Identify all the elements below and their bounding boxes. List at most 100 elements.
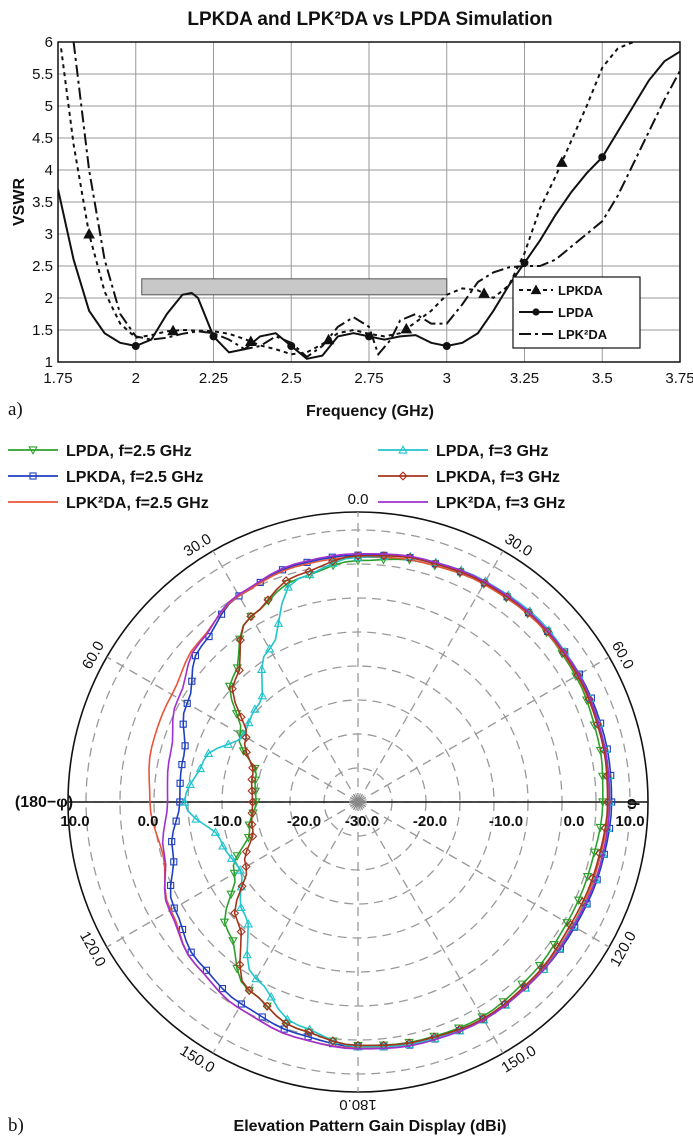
polar-legend: LPDA, f=2.5 GHz LPKDA, f=2.5 GHz LPK²DA, f… (8, 443, 565, 512)
vswr-marker-lpkda (478, 287, 490, 298)
polar-marker-lpda-f-2-5-ghz (231, 710, 242, 719)
polar-marker-lpkda-f-3-ghz (542, 626, 552, 637)
polar-marker-lpkda-f-2-5-ghz (188, 677, 196, 685)
polar-marker-lpkda-f-3-ghz (248, 763, 258, 773)
polar-marker-lpda-f-3-ghz (250, 704, 260, 713)
vswr-y-tick-label: 4.5 (32, 130, 53, 147)
vswr-legend-label-lpda: LPDA (558, 305, 594, 320)
polar-radial-tick-left: -20.0 (287, 813, 321, 830)
polar-legend-label-lpda-f-2-5-ghz: LPDA, f=2.5 GHz (66, 443, 192, 460)
polar-grid-spoke (357, 550, 504, 803)
polar-marker-lpkda-f-3-ghz (559, 648, 569, 658)
polar-angle-label: 60.0 (608, 638, 637, 672)
polar-angle-label: 150.0 (177, 1042, 218, 1076)
polar-marker-lpda-f-3-ghz (244, 717, 254, 727)
vswr-y-tick-label: 6 (45, 34, 53, 51)
polar-marker-lpda-f-2-5-ghz (251, 798, 261, 807)
polar-marker-lpkda-f-3-ghz (241, 847, 251, 857)
polar-grid-spoke (212, 801, 359, 1054)
vswr-y-ticks: 1 1.5 2 2.5 3 3.5 4 4.5 5 5.5 6 (32, 34, 53, 371)
vswr-series-group (58, 42, 680, 360)
vswr-legend-marker-lpda (532, 308, 540, 316)
polar-marker-lpkda-f-3-ghz (602, 771, 612, 781)
polar-marker-lpkda-f-2-5-ghz (191, 652, 200, 660)
polar-marker-lpkda-f-3-ghz (234, 665, 244, 675)
polar-marker-lpda-f-3-ghz (185, 779, 195, 788)
vswr-y-tick-label: 2 (45, 290, 53, 307)
polar-marker-lpda-f-3-ghz (243, 918, 253, 928)
vswr-spec-region (141, 278, 448, 296)
polar-legend-marker-lpkda-f-2-5-ghz (29, 472, 37, 480)
polar-marker-lpda-f-3-ghz (257, 690, 268, 700)
polar-angle-label: 60.0 (79, 638, 108, 672)
vswr-y-tick-label: 5 (45, 98, 53, 115)
polar-series-lpk2da-f-3-ghz (161, 553, 611, 1050)
polar-chart-title: Elevation Pattern Gain Display (dBi) (234, 1118, 507, 1135)
polar-legend-label-lpk2da-f-2-5-ghz: LPK²DA, f=2.5 GHz (66, 495, 209, 512)
vswr-y-tick-label: 3.5 (32, 194, 53, 211)
panel-a-label: a) (8, 399, 23, 420)
polar-marker-lpda-f-3-ghz (591, 874, 601, 883)
polar-legend-marker-lpda-f-3-ghz (398, 445, 408, 454)
polar-marker-lpda-f-3-ghz (203, 748, 214, 758)
polar-legend-label-lpda-f-3-ghz: LPDA, f=3 GHz (436, 443, 548, 460)
vswr-y-tick-label: 2.5 (32, 258, 53, 275)
polar-marker-lpda-f-2-5-ghz (229, 869, 240, 879)
vswr-x-tick-label: 2.5 (281, 370, 302, 387)
polar-radial-tick-right: 0.0 (564, 813, 585, 830)
polar-marker-lpkda-f-2-5-ghz (178, 925, 187, 934)
polar-marker-lpkda-f-3-ghz (236, 927, 246, 937)
polar-marker-lpkda-f-3-ghz (237, 881, 247, 891)
polar-marker-lpkda-f-3-ghz (236, 712, 246, 722)
polar-angle-label: 0.0 (348, 491, 369, 508)
polar-legend-label-lpk2da-f-3-ghz: LPK²DA, f=3 GHz (436, 495, 565, 512)
polar-marker-lpkda-f-3-ghz (247, 774, 257, 785)
polar-marker-lpkda-f-2-5-ghz (237, 1000, 245, 1008)
vswr-series-lpk2da (72, 42, 680, 359)
vswr-x-axis-label: Frequency (GHz) (306, 403, 434, 420)
vswr-x-tick-label: 1.75 (43, 370, 72, 387)
polar-marker-lpda-f-2-5-ghz (228, 937, 238, 946)
vswr-legend-marker-lpkda (530, 284, 542, 295)
polar-series-group (148, 551, 616, 1051)
vswr-marker-lpda (131, 342, 140, 350)
polar-marker-lpkda-f-3-ghz (578, 897, 588, 907)
vswr-x-tick-label: 2.25 (199, 370, 228, 387)
polar-marker-lpda-f-3-ghz (283, 582, 293, 591)
polar-marker-lpkda-f-3-ghz (235, 960, 245, 970)
polar-marker-lpda-f-3-ghz (223, 739, 234, 748)
polar-marker-lpkda-f-3-ghz (500, 999, 510, 1009)
polar-marker-lpda-f-3-ghz (235, 865, 245, 874)
vswr-legend-label-lpk2da: LPK²DA (558, 327, 608, 342)
polar-marker-lpkda-f-2-5-ghz (172, 817, 180, 825)
polar-angle-label: 30.0 (501, 530, 535, 560)
polar-angle-label: 120.0 (76, 929, 109, 970)
polar-marker-lpda-f-3-ghz (266, 992, 276, 1001)
vswr-grid (58, 42, 680, 362)
polar-left-axis-label: (180−φ) (15, 794, 73, 811)
polar-angle-label: 30.0 (181, 530, 215, 560)
polar-marker-lpkda-f-3-ghz (328, 1036, 338, 1046)
polar-marker-lpkda-f-2-5-ghz (187, 948, 195, 956)
polar-marker-lpkda-f-3-ghz (592, 719, 603, 729)
vswr-x-tick-label: 3.5 (592, 370, 613, 387)
vswr-y-tick-label: 1 (45, 354, 53, 371)
polar-grid (67, 511, 649, 1093)
polar-marker-lpkda-f-3-ghz (519, 982, 529, 992)
polar-marker-lpkda-f-2-5-ghz (183, 699, 191, 707)
polar-marker-lpda-f-3-ghz (191, 814, 201, 823)
polar-marker-lpkda-f-3-ghz (241, 747, 251, 757)
polar-radial-tick-left: -30.0 (345, 813, 379, 830)
polar-radial-tick-right: -10.0 (489, 813, 523, 830)
polar-marker-lpkda-f-3-ghz (247, 808, 257, 818)
polar-marker-lpkda-f-2-5-ghz (178, 760, 186, 769)
polar-marker-lpkda-f-2-5-ghz (170, 904, 178, 912)
polar-marker-lpda-f-3-ghz (568, 921, 578, 930)
polar-marker-lpkda-f-2-5-ghz (176, 779, 184, 787)
polar-marker-lpda-f-2-5-ghz (244, 821, 254, 831)
vswr-y-tick-label: 4 (45, 162, 53, 179)
polar-grid-spoke (357, 656, 610, 803)
polar-marker-lpkda-f-2-5-ghz (179, 720, 187, 728)
polar-angle-label: 180.0 (339, 1096, 377, 1113)
